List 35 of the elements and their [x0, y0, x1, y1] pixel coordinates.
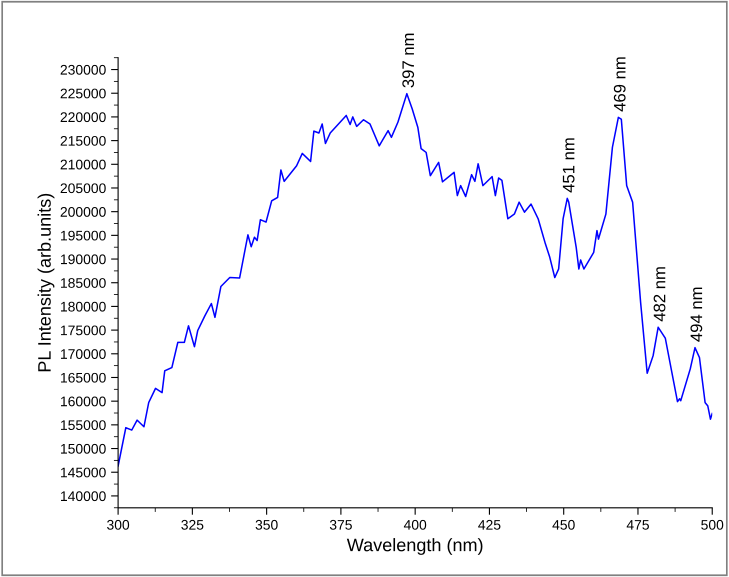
x-tick-label: 425 [478, 520, 500, 530]
y-tick-label: 185000 [61, 278, 106, 288]
annotation: 494 nm [690, 288, 702, 342]
annotation: 397 nm [402, 34, 414, 88]
y-tick-label: 165000 [61, 372, 106, 383]
x-tick-label: 300 [107, 520, 130, 530]
y-tick-label: 195000 [61, 230, 106, 241]
annotation: 482 nm [654, 267, 666, 322]
y-tick-label: 200000 [60, 207, 106, 217]
x-tick-label: 350 [256, 520, 278, 530]
x-tick-label: 475 [626, 520, 649, 530]
y-tick-label: 210000 [60, 160, 106, 170]
x-axis-title: Wavelength (nm) [346, 538, 482, 555]
y-tick-label: 180000 [61, 302, 106, 312]
x-tick-label: 400 [404, 520, 426, 530]
y-tick-label: 205000 [60, 183, 106, 194]
y-tick-label: 175000 [61, 325, 106, 336]
y-tick-label: 145000 [61, 468, 106, 478]
y-tick-label: 150000 [61, 444, 106, 454]
y-tick-label: 140000 [61, 491, 106, 502]
x-tick-label: 500 [701, 520, 724, 530]
annotation: 451 nm [562, 138, 575, 192]
x-tick-label: 325 [181, 520, 204, 530]
y-tick-label: 170000 [61, 349, 106, 359]
x-tick-label: 450 [552, 520, 575, 530]
y-tick-label: 220000 [60, 112, 106, 122]
y-tick-label: 215000 [60, 136, 106, 146]
y-tick-label: 155000 [61, 420, 106, 430]
y-tick-label: 225000 [60, 88, 106, 98]
annotation: 469 nm [614, 57, 626, 112]
y-tick-label: 160000 [61, 396, 106, 406]
x-tick-label: 375 [330, 520, 352, 530]
y-axis-title: PL Intensity (arb.units) [38, 194, 54, 372]
y-tick-label: 190000 [61, 254, 106, 264]
y-tick-label: 230000 [60, 64, 106, 75]
